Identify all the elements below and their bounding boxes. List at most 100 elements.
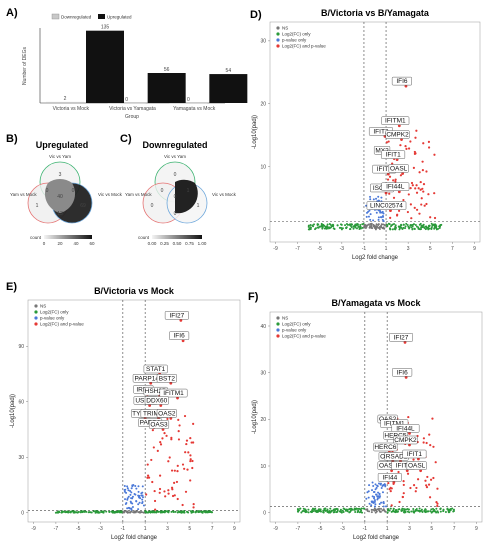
- data-point: [421, 169, 424, 172]
- data-point: [307, 224, 310, 227]
- data-point: [172, 510, 175, 513]
- data-point: [424, 508, 427, 511]
- gene-label: CMPK2: [394, 437, 417, 444]
- data-point: [405, 222, 408, 225]
- plot-frame: [269, 21, 481, 243]
- venn-up-count-right: 69: [80, 203, 86, 209]
- x-tick-label: 3: [166, 526, 169, 532]
- data-point: [305, 509, 308, 512]
- data-point: [140, 492, 143, 495]
- data-point: [417, 509, 420, 512]
- data-point: [427, 483, 431, 486]
- gene-label: DDX60: [146, 397, 167, 404]
- venn-up-label-vic-mock: Vic vs Mock: [98, 192, 123, 197]
- gene-label-box: [385, 130, 410, 139]
- data-point: [318, 508, 321, 511]
- gene-point: [386, 172, 390, 176]
- data-point: [414, 136, 417, 139]
- data-point: [177, 429, 180, 433]
- data-point: [429, 216, 432, 219]
- data-point: [358, 511, 361, 514]
- data-point: [176, 469, 179, 473]
- data-point: [376, 485, 379, 488]
- data-point: [452, 510, 455, 513]
- data-point: [354, 226, 357, 229]
- data-point: [377, 216, 380, 219]
- gene-point: [400, 138, 403, 141]
- gene-point: [389, 209, 392, 212]
- gene-point: [176, 396, 179, 400]
- data-point: [69, 511, 72, 514]
- data-point: [186, 511, 189, 514]
- panel-label-b: B): [6, 133, 18, 145]
- data-point: [202, 510, 205, 513]
- venn-up-title: Upregulated: [36, 140, 89, 150]
- legend-label: Log2(FC) and p-value: [282, 44, 326, 49]
- data-point: [124, 498, 127, 501]
- data-point: [307, 508, 310, 511]
- data-point: [420, 203, 423, 206]
- x-tick-label: 5: [429, 246, 432, 252]
- data-point: [359, 508, 362, 511]
- data-point: [314, 227, 317, 230]
- data-point: [378, 492, 381, 495]
- data-point: [369, 195, 372, 198]
- data-point: [83, 510, 86, 513]
- data-point: [372, 508, 375, 511]
- data-point: [328, 222, 331, 225]
- data-point: [366, 508, 369, 511]
- data-point: [422, 142, 425, 145]
- data-point: [384, 510, 387, 513]
- data-point: [332, 509, 335, 512]
- data-point: [413, 511, 416, 514]
- data-point: [184, 490, 188, 493]
- data-point: [115, 511, 118, 514]
- data-point: [97, 510, 100, 513]
- data-point: [422, 441, 425, 444]
- data-point: [428, 433, 431, 436]
- venn-down-label-yam-mock: Yam vs Mock: [125, 192, 152, 197]
- data-point: [135, 487, 138, 490]
- data-point: [406, 210, 409, 214]
- gene-label-box: [169, 331, 190, 340]
- data-point: [414, 490, 417, 493]
- gene-label-box: [144, 396, 169, 405]
- data-point: [339, 510, 342, 513]
- gene-label-box: [391, 76, 412, 86]
- gene-label: RSAD2: [386, 453, 408, 460]
- data-point: [123, 485, 126, 488]
- data-point: [159, 441, 162, 444]
- x-tick-label: -9: [273, 526, 278, 532]
- data-point: [421, 187, 424, 190]
- data-point: [369, 198, 372, 201]
- data-point: [156, 510, 159, 513]
- data-point: [400, 224, 403, 227]
- data-point: [176, 464, 179, 467]
- data-point: [427, 193, 430, 196]
- data-point: [419, 188, 422, 191]
- gene-point: [161, 428, 165, 431]
- data-point: [394, 228, 397, 231]
- data-point: [324, 227, 327, 230]
- data-point: [377, 491, 380, 494]
- data-point: [319, 510, 322, 513]
- data-point: [374, 483, 377, 486]
- data-point: [444, 511, 447, 514]
- data-point: [167, 489, 170, 492]
- gene-label-box: [366, 201, 407, 210]
- data-point: [183, 414, 187, 418]
- data-point: [177, 510, 180, 513]
- gene-label: IFITM1: [385, 118, 406, 125]
- data-point: [362, 222, 365, 225]
- data-point: [420, 224, 423, 227]
- data-point: [191, 510, 194, 513]
- y-tick-label: 30: [260, 370, 266, 376]
- data-point: [426, 510, 429, 513]
- data-point: [382, 212, 385, 215]
- venn-upregulated: Upregulated Vic vs Yam Yam vs Mock Vic v…: [10, 140, 123, 246]
- plot-frame: [27, 299, 241, 523]
- data-point: [356, 507, 359, 510]
- colorbar-tick: 0.50: [173, 241, 182, 246]
- data-point: [387, 140, 390, 143]
- x-tick-label: 7: [451, 246, 454, 252]
